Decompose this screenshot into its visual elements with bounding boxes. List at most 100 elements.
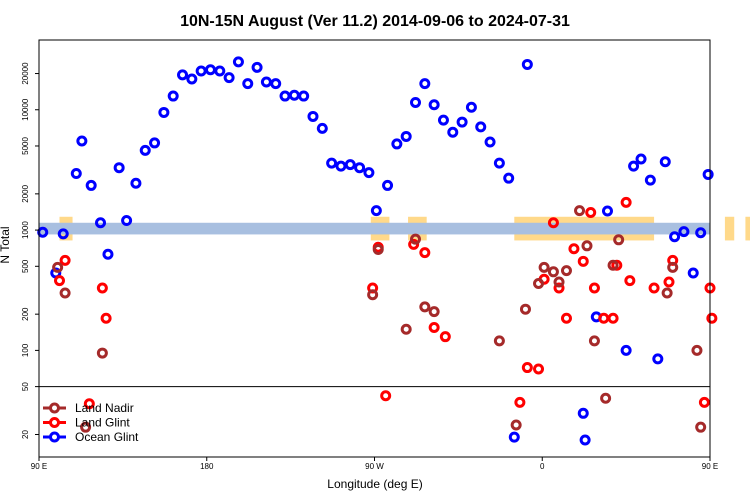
legend-marker-0 [49,402,60,414]
series-ocean-glint [37,56,714,446]
series-land-nadir [52,205,707,433]
point-land-nadir-21 [600,392,612,404]
y-axis-label: N Total [0,226,12,263]
x-tick-label-0: 90 E [31,462,47,471]
point-land-nadir-5 [372,243,384,255]
point-ocean-glint-18 [204,64,216,76]
point-ocean-glint-8 [113,162,125,174]
point-land-nadir-4 [367,289,379,301]
y-tick-label-4: 500 [21,259,30,273]
point-land-glint-17 [553,282,565,294]
point-land-nadir-17 [560,265,572,277]
point-land-nadir-23 [613,234,625,246]
point-land-nadir-27 [695,421,707,433]
point-land-nadir-13 [533,277,545,289]
point-land-glint-24 [607,312,619,324]
data-points [37,56,718,446]
point-ocean-glint-2 [57,228,69,240]
point-ocean-glint-67 [702,168,714,180]
point-ocean-glint-37 [382,179,394,191]
point-ocean-glint-5 [85,179,97,191]
y-tick-label-1: 50 [21,382,30,391]
x-axis-label: Longitude (deg E) [327,477,422,491]
point-ocean-glint-57 [620,344,632,356]
y-tick-label-8: 10000 [21,98,30,121]
point-ocean-glint-14 [167,90,179,102]
point-land-glint-9 [419,247,431,259]
point-ocean-glint-23 [251,61,263,73]
point-land-glint-13 [521,362,533,374]
point-ocean-glint-33 [344,159,356,171]
point-ocean-glint-35 [363,167,375,179]
point-ocean-glint-38 [391,138,403,150]
point-ocean-glint-3 [70,168,82,180]
point-ocean-glint-25 [270,78,282,90]
point-land-glint-11 [439,331,451,343]
point-ocean-glint-21 [232,56,244,68]
chart-title: 10N-15N August (Ver 11.2) 2014-09-06 to … [180,13,570,30]
x-axis-ticks: 90 E 180 90 W 0 90 E [31,457,718,471]
point-land-glint-3 [96,282,108,294]
point-land-nadir-12 [519,303,531,315]
point-ocean-glint-39 [400,130,412,142]
point-land-nadir-24 [661,287,673,299]
point-land-nadir-16 [553,276,565,288]
point-ocean-glint-36 [370,205,382,217]
legend-item-2: Ocean Glint [43,430,139,444]
point-ocean-glint-53 [577,407,589,419]
point-ocean-glint-22 [242,78,254,90]
point-land-glint-2 [83,398,95,410]
point-land-glint-31 [698,396,710,408]
point-land-nadir-22 [607,259,619,271]
point-ocean-glint-16 [186,73,198,85]
point-land-glint-7 [380,390,392,402]
x-tick-label-4: 90 E [702,462,718,471]
point-land-nadir-2 [80,421,92,433]
legend-item-0: Land Nadir [43,401,134,415]
point-land-glint-20 [577,255,589,267]
point-ocean-glint-10 [130,177,142,189]
point-ocean-glint-54 [579,434,591,446]
legend-item-1: Land Glint [43,416,130,430]
point-ocean-glint-47 [475,121,487,133]
point-land-glint-18 [560,312,572,324]
point-land-nadir-14 [538,261,550,273]
point-land-glint-16 [547,217,559,229]
point-land-nadir-3 [96,347,108,359]
point-land-nadir-8 [419,301,431,313]
point-land-nadir-18 [574,205,586,217]
point-ocean-glint-63 [669,231,681,243]
y-tick-label-2: 100 [21,343,30,357]
point-ocean-glint-29 [307,110,319,122]
point-ocean-glint-60 [644,174,656,186]
point-land-nadir-20 [588,335,600,347]
point-land-nadir-11 [510,419,522,431]
legend-label-1: Land Glint [75,416,130,430]
point-land-glint-12 [514,396,526,408]
y-tick-label-3: 200 [21,307,30,321]
band-layer [39,216,750,241]
legend-marker-2 [49,431,60,443]
land-fill-5 [745,216,750,241]
point-land-glint-27 [624,275,636,287]
point-land-glint-8 [408,238,420,250]
point-land-nadir-10 [493,335,505,347]
point-ocean-glint-30 [316,122,328,134]
point-ocean-glint-58 [628,160,640,172]
point-land-nadir-26 [691,344,703,356]
point-ocean-glint-31 [326,157,338,169]
point-ocean-glint-17 [195,65,207,77]
x-tick-label-3: 0 [540,462,545,471]
point-ocean-glint-65 [687,267,699,279]
point-land-glint-21 [585,206,597,218]
point-land-glint-33 [706,312,718,324]
point-land-nadir-7 [410,233,422,245]
point-ocean-glint-28 [298,90,310,102]
point-land-nadir-0 [52,261,64,273]
point-land-glint-0 [54,275,66,287]
point-ocean-glint-20 [223,72,235,84]
y-tick-label-6: 2000 [21,184,30,202]
point-ocean-glint-32 [335,160,347,172]
point-land-glint-14 [533,363,545,375]
